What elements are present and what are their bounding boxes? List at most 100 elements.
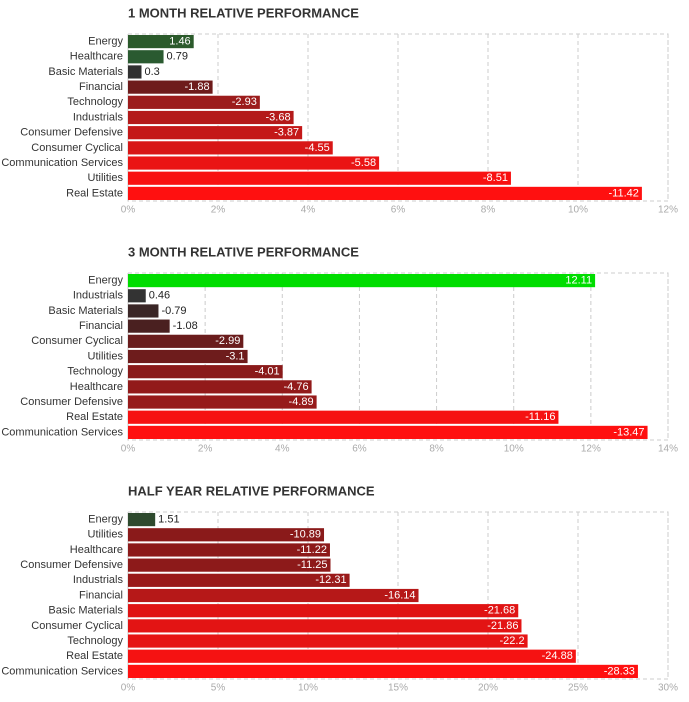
- value-label: -13.47: [613, 426, 644, 438]
- value-label: -16.14: [384, 589, 415, 601]
- x-tick-label: 30%: [658, 683, 678, 694]
- bar: [128, 349, 248, 364]
- bar: [128, 528, 325, 542]
- category-label: Technology: [67, 366, 123, 378]
- category-label: Technology: [67, 96, 123, 108]
- bar: [128, 513, 156, 527]
- category-label: Industrials: [73, 574, 124, 586]
- value-label: 0.46: [149, 290, 170, 302]
- category-label: Healthcare: [70, 381, 123, 393]
- bar: [128, 126, 303, 140]
- value-label: -3.87: [274, 127, 299, 139]
- bar: [128, 395, 317, 409]
- value-label: 0.79: [167, 51, 188, 63]
- value-label: -5.58: [351, 157, 376, 169]
- category-label: Basic Materials: [48, 66, 123, 78]
- x-tick-label: 25%: [568, 683, 588, 694]
- category-label: Basic Materials: [48, 605, 123, 617]
- category-label: Financial: [79, 81, 123, 93]
- bar: [128, 410, 559, 424]
- chart-title: HALF YEAR RELATIVE PERFORMANCE: [128, 483, 375, 498]
- bar: [128, 334, 244, 348]
- category-label: Industrials: [73, 111, 124, 123]
- value-label: -21.68: [484, 605, 515, 617]
- value-label: 1.46: [169, 35, 190, 47]
- bar: [128, 649, 576, 663]
- value-label: -4.01: [255, 366, 280, 378]
- bar: [128, 634, 528, 648]
- category-label: Consumer Cyclical: [31, 142, 123, 154]
- value-label: 1.51: [158, 513, 179, 525]
- category-label: Utilities: [88, 350, 124, 362]
- x-tick-label: 12%: [658, 205, 678, 216]
- category-label: Communication Services: [1, 426, 123, 438]
- value-label: -11.16: [525, 411, 555, 423]
- x-tick-label: 8%: [481, 205, 496, 216]
- value-label: -4.76: [284, 381, 309, 393]
- category-label: Energy: [88, 513, 123, 525]
- category-label: Utilities: [88, 172, 124, 184]
- category-label: Real Estate: [66, 187, 123, 199]
- category-label: Healthcare: [70, 544, 123, 556]
- bar: [128, 380, 312, 394]
- category-label: Consumer Defensive: [20, 559, 123, 571]
- chart-title: 3 MONTH RELATIVE PERFORMANCE: [128, 244, 359, 259]
- x-tick-label: 2%: [211, 205, 226, 216]
- bar: [128, 304, 159, 318]
- x-tick-label: 5%: [211, 683, 226, 694]
- category-label: Financial: [79, 320, 123, 332]
- category-label: Utilities: [88, 529, 124, 541]
- bar: [128, 171, 511, 185]
- bar: [128, 604, 519, 618]
- value-label: -1.08: [173, 320, 198, 332]
- x-tick-label: 6%: [352, 444, 367, 455]
- value-label: -22.2: [500, 635, 525, 647]
- x-tick-label: 14%: [658, 444, 678, 455]
- value-label: -11.25: [297, 559, 327, 571]
- value-label: -21.86: [487, 620, 518, 632]
- value-label: -8.51: [483, 172, 508, 184]
- value-label: -4.55: [305, 142, 330, 154]
- x-tick-label: 4%: [301, 205, 316, 216]
- x-tick-label: 6%: [391, 205, 406, 216]
- bar: [128, 50, 164, 64]
- bar: [128, 425, 648, 439]
- value-label: -0.79: [161, 305, 186, 317]
- bar: [128, 588, 419, 603]
- x-tick-label: 0%: [121, 444, 136, 455]
- category-label: Communication Services: [1, 665, 123, 677]
- bar: [128, 664, 638, 678]
- category-label: Communication Services: [1, 157, 123, 169]
- bar: [128, 274, 596, 288]
- category-label: Basic Materials: [48, 305, 123, 317]
- x-tick-label: 2%: [198, 444, 213, 455]
- x-tick-label: 20%: [478, 683, 498, 694]
- value-label: -11.22: [297, 544, 327, 556]
- value-label: -28.33: [604, 665, 635, 677]
- value-label: -4.89: [289, 396, 314, 408]
- bar: [128, 141, 333, 155]
- value-label: -12.31: [315, 574, 346, 586]
- category-label: Industrials: [73, 290, 124, 302]
- value-label: -24.88: [542, 650, 573, 662]
- category-label: Consumer Defensive: [20, 396, 123, 408]
- value-label: 12.11: [565, 274, 592, 286]
- bar: [128, 619, 522, 633]
- category-label: Real Estate: [66, 411, 123, 423]
- bar: [128, 80, 213, 94]
- value-label: -10.89: [290, 529, 321, 541]
- chart-title: 1 MONTH RELATIVE PERFORMANCE: [128, 5, 359, 20]
- bar: [128, 558, 331, 572]
- x-tick-label: 10%: [504, 444, 524, 455]
- value-label: -3.1: [226, 350, 245, 362]
- value-label: -2.93: [232, 96, 257, 108]
- x-tick-label: 0%: [121, 205, 136, 216]
- category-label: Energy: [88, 35, 123, 47]
- bar: [128, 110, 294, 125]
- value-label: 0.3: [145, 66, 160, 78]
- bar: [128, 35, 194, 49]
- bar: [128, 186, 642, 200]
- bar: [128, 65, 142, 79]
- x-tick-label: 4%: [275, 444, 290, 455]
- category-label: Consumer Cyclical: [31, 620, 123, 632]
